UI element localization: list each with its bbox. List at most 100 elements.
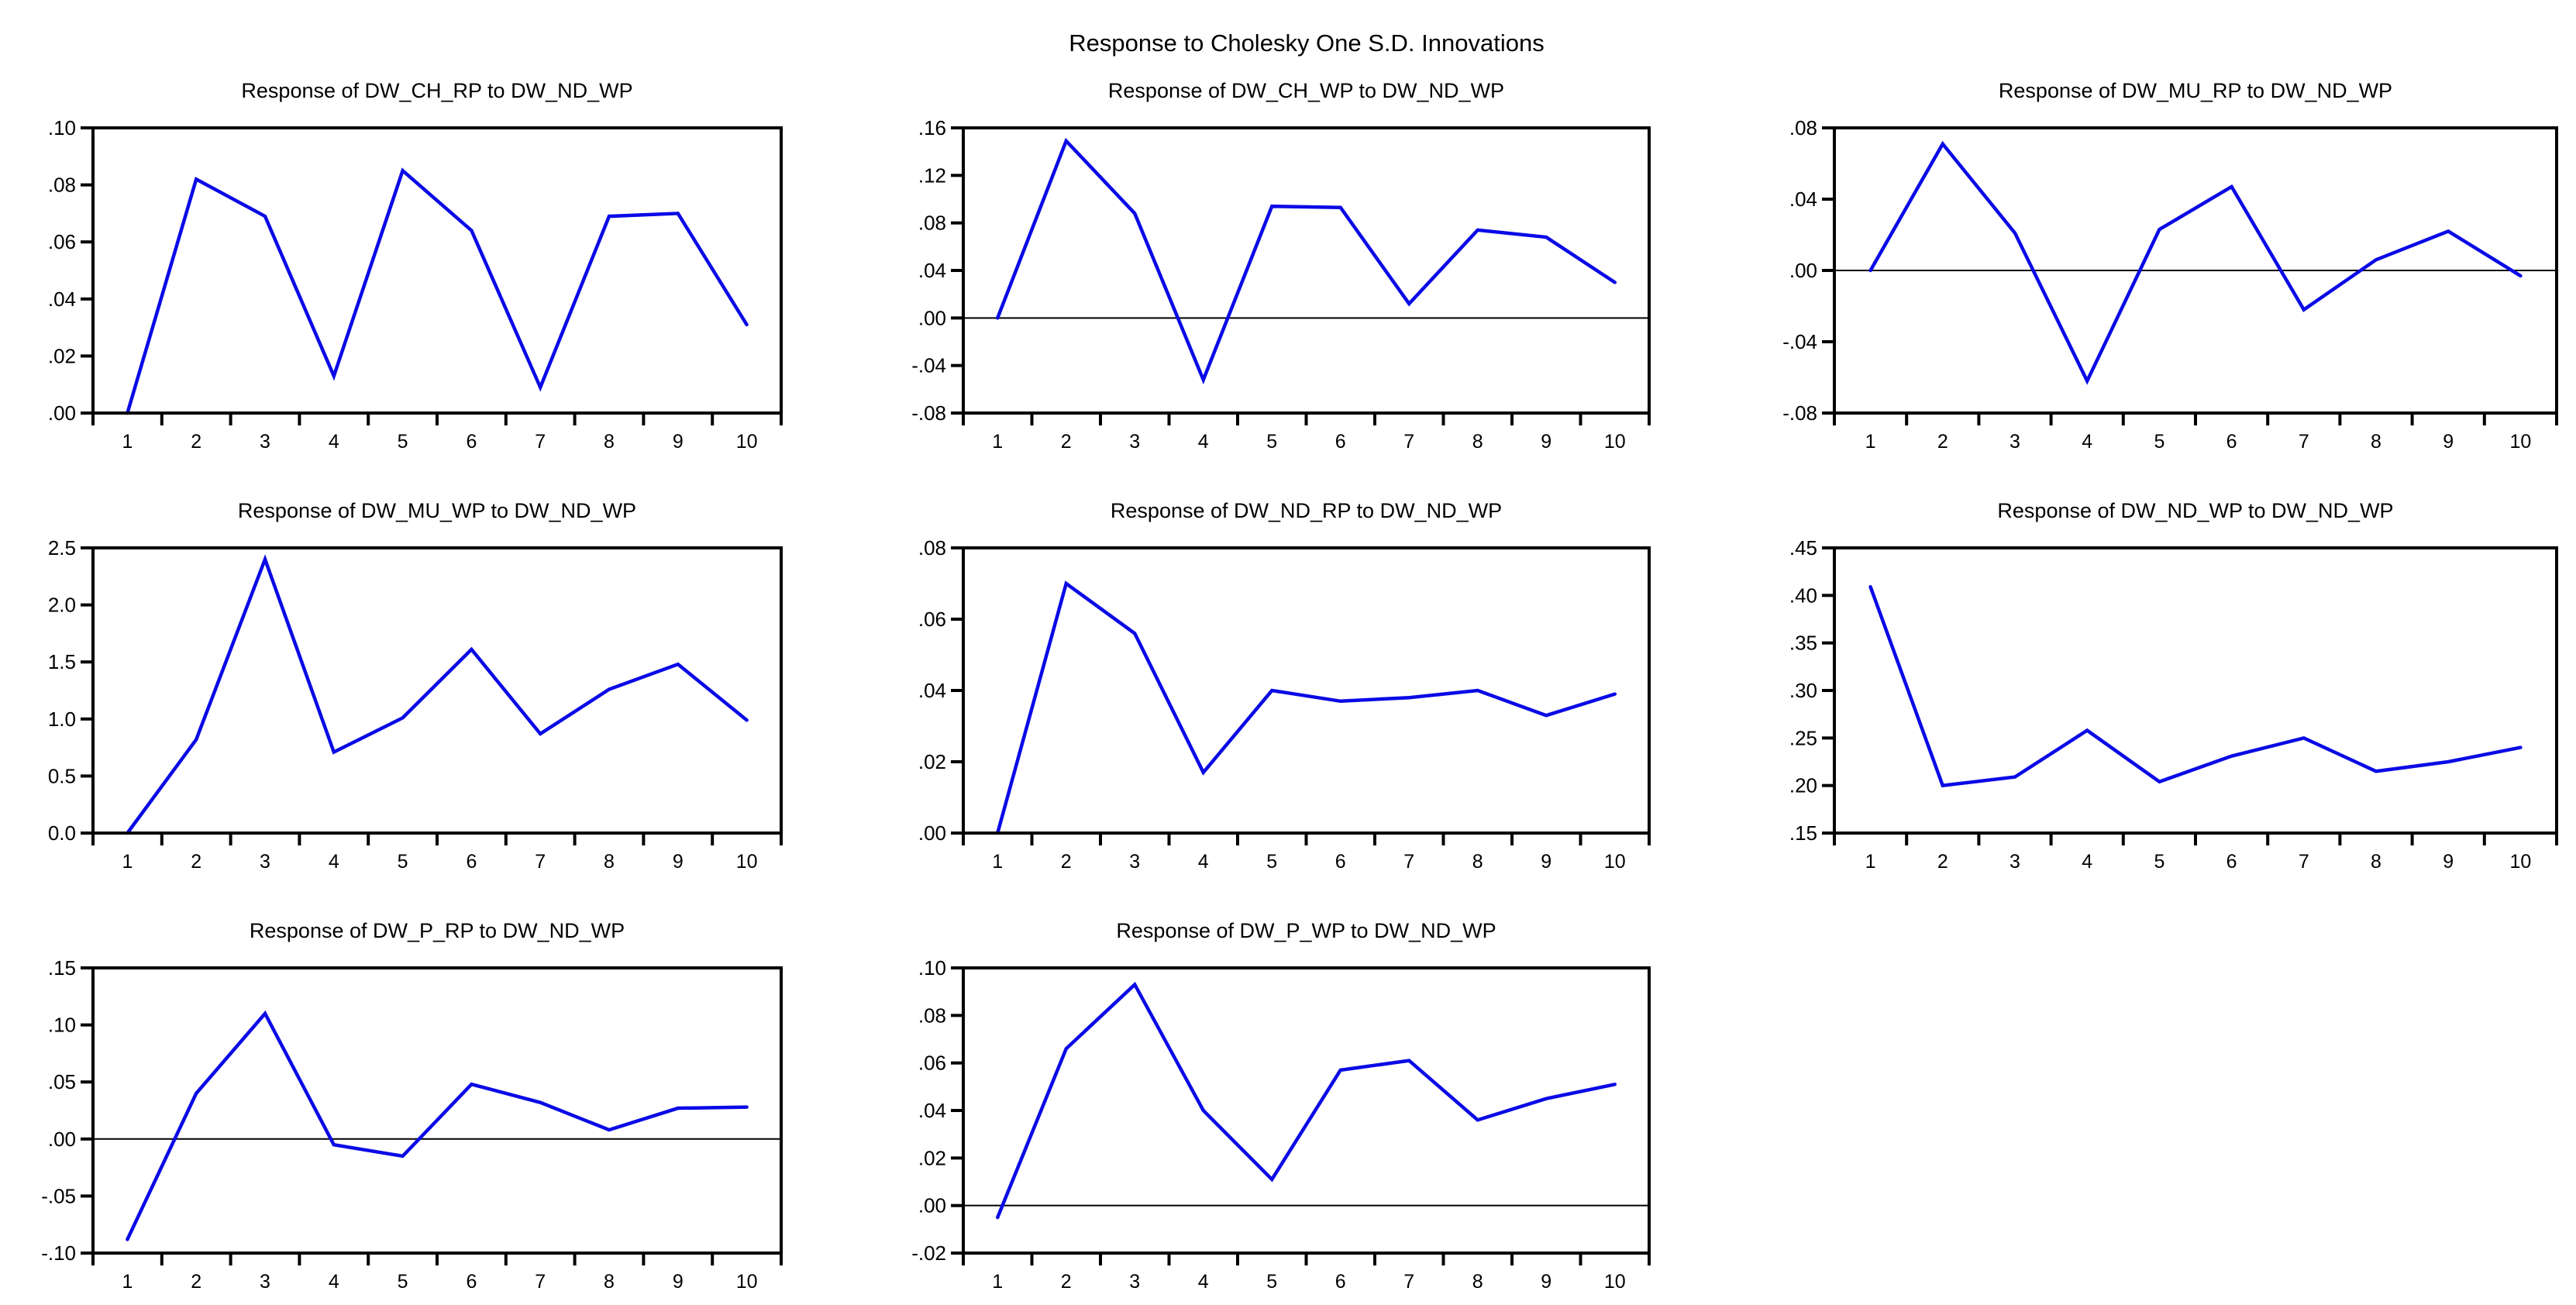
x-axis-label: 5 (398, 1271, 408, 1293)
plot-border (962, 126, 1651, 415)
x-axis-label: 6 (466, 851, 477, 873)
x-axis-label: 7 (535, 851, 546, 873)
x-axis-label: 10 (2509, 431, 2531, 453)
y-axis-label: 1.5 (48, 650, 76, 673)
impulse-response-plot: -.08 -.04 .00 .04 .08 .12 .16 1 2 3 4 5 6 7 8 9 10 (911, 116, 1651, 453)
x-axis-label: 10 (1604, 851, 1626, 873)
x-axis-label: 5 (2154, 431, 2164, 453)
y-axis-label: .04 (918, 1099, 946, 1122)
x-axis-label: 3 (1129, 1271, 1140, 1293)
plot-border (91, 546, 783, 835)
x-axis-label: 2 (191, 431, 201, 453)
x-axis-label: 5 (1266, 431, 1277, 453)
x-axis-label: 3 (260, 851, 270, 873)
y-axis-label: .05 (48, 1070, 76, 1093)
x-axis-label: 1 (992, 1271, 1003, 1293)
x-axis-label: 6 (2226, 851, 2237, 873)
y-axis-label: .08 (1789, 116, 1817, 139)
chart-cell-dw-ch-wp: Response of DW_CH_WP to DW_ND_WP -.08 -.0… (870, 46, 1729, 465)
y-axis-label: .16 (918, 116, 946, 139)
y-axis-label: -.02 (911, 1241, 946, 1265)
y-axis-label: 2.5 (48, 536, 76, 560)
x-axis-label: 4 (329, 851, 339, 873)
x-axis-label: 3 (260, 1271, 270, 1293)
chart-cell-dw-p-wp: Response of DW_P_WP to DW_ND_WP -.02 .00.… (870, 887, 1729, 1305)
x-axis-label: 4 (329, 431, 339, 453)
x-axis-label: 5 (398, 851, 408, 873)
x-axis-label: 8 (604, 1271, 615, 1293)
x-axis-label: 7 (1403, 1271, 1414, 1293)
x-axis-label: 10 (736, 431, 758, 453)
y-axis-label: -.08 (1782, 401, 1817, 425)
y-axis-label: .12 (918, 164, 946, 187)
y-axis-label: 0.5 (48, 764, 76, 787)
x-axis-label: 9 (1541, 851, 1551, 873)
chart-cell-dw-mu-rp: Response of DW_MU_RP to DW_ND_WP -.08 -.0… (1741, 46, 2576, 465)
x-axis-label: 2 (1937, 851, 1948, 873)
x-axis-label: 6 (1335, 851, 1346, 873)
y-axis-label: .06 (918, 608, 946, 631)
x-axis-label: 1 (122, 1271, 133, 1293)
y-axis-label: -.04 (1782, 330, 1817, 353)
y-axis-label: .35 (1789, 632, 1817, 655)
x-axis-label: 8 (604, 431, 615, 453)
x-axis-label: 8 (604, 851, 615, 873)
plot-border (962, 546, 1651, 835)
x-axis-label: 3 (2009, 851, 2020, 873)
x-axis-label: 4 (2082, 851, 2092, 873)
chart-cell-dw-ch-rp: Response of DW_CH_RP to DW_ND_WP .00 .02.… (0, 46, 859, 465)
x-axis-label: 7 (2299, 851, 2309, 873)
x-axis-label: 7 (1403, 851, 1414, 873)
y-axis-label: .00 (918, 821, 946, 845)
chart-cell-dw-mu-wp: Response of DW_MU_WP to DW_ND_WP 0.0 0.5 1… (0, 467, 859, 885)
x-axis-label: 3 (1129, 431, 1140, 453)
x-axis-label: 10 (736, 1271, 758, 1293)
y-axis-label: .10 (48, 1014, 76, 1037)
x-axis-label: 2 (1937, 431, 1948, 453)
x-axis-label: 5 (398, 431, 408, 453)
y-axis-label: 0.0 (48, 821, 76, 845)
x-axis-label: 5 (1266, 851, 1277, 873)
plot-border (1833, 126, 2558, 415)
response-line (126, 1010, 749, 1241)
y-axis-label: .00 (918, 306, 946, 329)
x-axis-label: 4 (329, 1271, 339, 1293)
y-axis-label: .15 (48, 956, 76, 980)
x-axis-label: 7 (2299, 431, 2309, 453)
plot-border (91, 126, 783, 415)
x-axis-label: 2 (1061, 851, 1072, 873)
x-axis-label: 4 (2082, 431, 2092, 453)
y-axis-label: .00 (1789, 259, 1817, 282)
y-axis-label: .02 (48, 344, 76, 367)
y-axis-label: .06 (918, 1052, 946, 1075)
y-axis-label: .08 (918, 536, 946, 560)
impulse-response-plot: .00 .02 .04 .06 .08 1 2 3 4 5 6 7 8 9 10 (918, 536, 1651, 873)
y-axis-label: .25 (1789, 726, 1817, 749)
chart-title: Response of DW_P_RP to DW_ND_WP (249, 919, 625, 942)
x-axis-label: 8 (2371, 431, 2381, 453)
y-axis-label: .30 (1789, 679, 1817, 702)
chart-cell-dw-nd-rp: Response of DW_ND_RP to DW_ND_WP .00 .02.… (870, 467, 1729, 885)
x-axis-label: 1 (122, 431, 133, 453)
y-axis-label: .04 (1789, 188, 1817, 211)
x-axis-label: 1 (1865, 851, 1876, 873)
x-axis-label: 1 (992, 431, 1003, 453)
plot-border (91, 966, 783, 1255)
chart-title: Response of DW_CH_RP to DW_ND_WP (241, 79, 633, 102)
x-axis-label: 2 (191, 1271, 201, 1293)
x-axis-label: 9 (1541, 431, 1551, 453)
y-axis-label: 1.0 (48, 708, 76, 731)
x-axis-label: 9 (673, 851, 684, 873)
chart-title: Response of DW_ND_WP to DW_ND_WP (1997, 499, 2394, 522)
y-axis-label: .20 (1789, 774, 1817, 797)
chart-title: Response of DW_MU_RP to DW_ND_WP (1998, 79, 2393, 102)
y-axis-label: .40 (1789, 584, 1817, 607)
impulse-response-plot: 0.0 0.5 1.0 1.5 2.0 2.5 1 2 3 4 5 6 7 8 9 10 (48, 536, 783, 873)
y-axis-label: .04 (918, 679, 946, 702)
x-axis-label: 6 (1335, 1271, 1346, 1293)
x-axis-label: 4 (1198, 851, 1209, 873)
x-axis-label: 1 (992, 851, 1003, 873)
y-axis-label: -.10 (41, 1241, 76, 1265)
y-axis-label: .10 (48, 116, 76, 139)
x-axis-label: 10 (1604, 431, 1626, 453)
